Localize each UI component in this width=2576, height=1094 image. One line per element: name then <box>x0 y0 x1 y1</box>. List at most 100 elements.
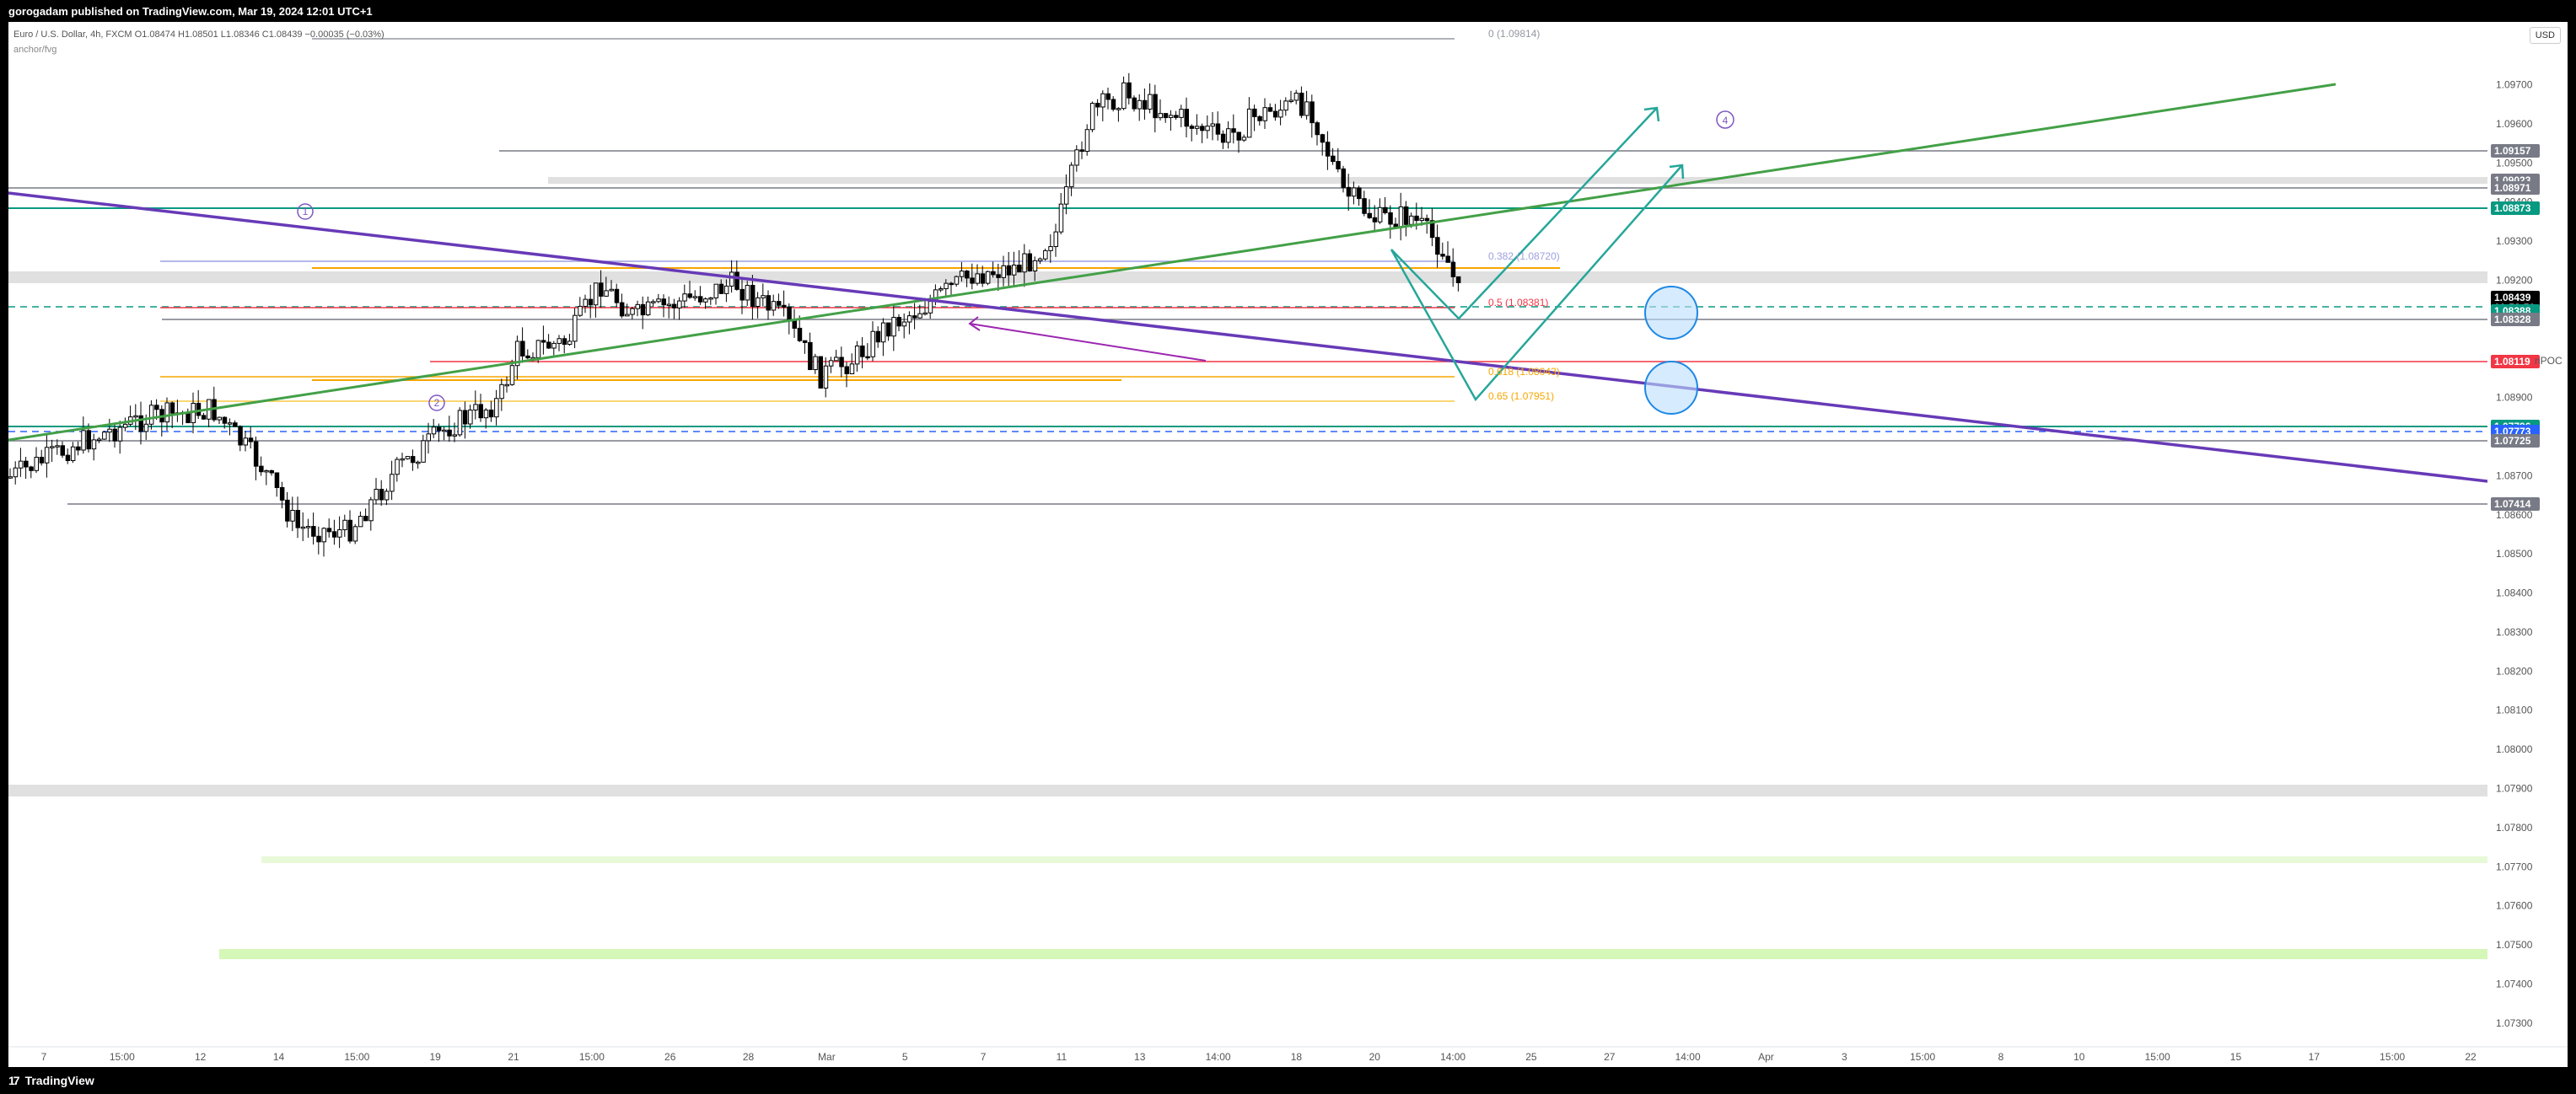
candle-body <box>1158 113 1163 119</box>
candle-body <box>651 301 656 303</box>
svg-text:1.07725: 1.07725 <box>2494 435 2531 447</box>
candle-body <box>122 423 128 428</box>
candle-body <box>81 430 86 451</box>
fib-label-0: 0 (1.09814) <box>1488 28 1540 40</box>
candle-body <box>1252 108 1257 117</box>
candle-body <box>1435 237 1440 255</box>
candle-body <box>133 415 138 418</box>
candle-body <box>1210 123 1215 127</box>
candle-body <box>295 510 300 528</box>
chart-pane[interactable]: 1 2 4 0 (1.09814) 0.382 (1.08720) 0.5 (1… <box>8 22 2568 1067</box>
candle-body <box>1445 255 1450 263</box>
candle-body <box>1231 128 1236 133</box>
candle-body <box>1174 115 1179 118</box>
candle-body <box>645 301 651 316</box>
candle-body <box>708 297 713 300</box>
svg-text:1.08873: 1.08873 <box>2494 202 2531 214</box>
chart-canvas[interactable]: 1 2 4 0 (1.09814) 0.382 (1.08720) 0.5 (1… <box>8 22 2568 1067</box>
candle-body <box>1293 92 1299 101</box>
candle-body <box>965 271 970 279</box>
candle-body <box>462 410 468 425</box>
candle-body <box>1100 93 1105 108</box>
candle-body <box>1132 97 1137 110</box>
candle-body <box>761 295 766 298</box>
time-axis[interactable]: 7 15:00 12 14 15:00 19 21 15:00 26 28 Mar 5 7 11 13 14:… <box>41 1051 2477 1063</box>
svg-text:1.08439: 1.08439 <box>2494 292 2531 303</box>
candle-body <box>1084 129 1090 153</box>
candle-body <box>614 288 620 303</box>
candle-body <box>640 303 646 316</box>
candle-body <box>248 437 254 442</box>
candle-body <box>959 271 965 277</box>
candle-body <box>1037 258 1043 261</box>
price-axis-tags: 1.091571.090231.089711.088731.0843901:58… <box>2491 144 2540 511</box>
candle-body <box>546 341 551 349</box>
candle-body <box>1006 265 1012 276</box>
candle-body <box>390 474 395 492</box>
candle-body <box>39 457 45 464</box>
price-tick: 1.08000 <box>2496 743 2533 755</box>
candle-body <box>60 445 65 456</box>
demand-zone <box>8 785 2568 796</box>
candle-body <box>1320 134 1326 143</box>
candle-body <box>734 271 739 290</box>
candle-body <box>739 288 745 301</box>
candle-body <box>1048 246 1053 251</box>
candle-body <box>217 416 222 421</box>
brand-name: TradingView <box>24 1074 94 1087</box>
price-tick: 1.09300 <box>2496 235 2533 247</box>
candle-body <box>896 317 901 327</box>
candle-body <box>901 321 907 327</box>
candle-body <box>331 531 337 538</box>
time-tick: 5 <box>902 1051 908 1063</box>
candle-body <box>729 271 734 287</box>
candle-body <box>253 441 259 467</box>
candle-body <box>573 314 578 342</box>
candle-body <box>1105 93 1111 100</box>
candle-body <box>839 357 844 367</box>
candle-body <box>421 440 426 463</box>
price-tick: 1.08200 <box>2496 665 2533 677</box>
candle-body <box>666 303 672 307</box>
upper-zone <box>548 177 2568 184</box>
candle-body <box>1011 264 1017 276</box>
price-tick: 1.07800 <box>2496 822 2533 834</box>
publish-info: gorogadam published on TradingView.com, … <box>8 5 373 18</box>
candle-body <box>870 330 875 357</box>
candle-body <box>1414 215 1419 222</box>
candle-body <box>457 410 463 436</box>
candle-body <box>1179 109 1184 118</box>
price-tag: 1.08119 <box>2491 355 2540 368</box>
candle-body <box>416 461 421 464</box>
tradingview-logo: 17 TradingView <box>8 1074 94 1087</box>
candle-body <box>1205 126 1210 131</box>
candle-body <box>363 516 368 522</box>
candle-body <box>604 290 609 297</box>
candle-body <box>1262 107 1267 121</box>
wave-label-2: 2 <box>428 394 445 411</box>
candle-body <box>1310 101 1315 124</box>
currency-button[interactable]: USD <box>2529 27 2561 44</box>
candle-body <box>148 405 154 425</box>
candle-body <box>1283 100 1288 111</box>
candle-body <box>787 306 792 321</box>
candle-body <box>1346 186 1352 197</box>
candle-body <box>1215 123 1221 135</box>
price-tick: 1.08500 <box>2496 548 2533 560</box>
candle-body <box>186 411 191 424</box>
projection-path-1 <box>1390 107 1658 320</box>
candle-body <box>243 437 248 446</box>
time-tick: 15:00 <box>2380 1051 2405 1063</box>
candle-body <box>1063 186 1069 205</box>
candle-body <box>619 302 625 317</box>
candle-body <box>1267 107 1273 112</box>
price-tick: 1.08700 <box>2496 469 2533 481</box>
candle-body <box>259 465 264 473</box>
candle-body <box>1189 126 1195 129</box>
candle-body <box>311 526 316 537</box>
candle-body <box>578 305 583 316</box>
candle-body <box>834 357 839 362</box>
candle-body <box>374 488 379 501</box>
candle-body <box>996 274 1001 278</box>
candle-body <box>771 301 777 311</box>
